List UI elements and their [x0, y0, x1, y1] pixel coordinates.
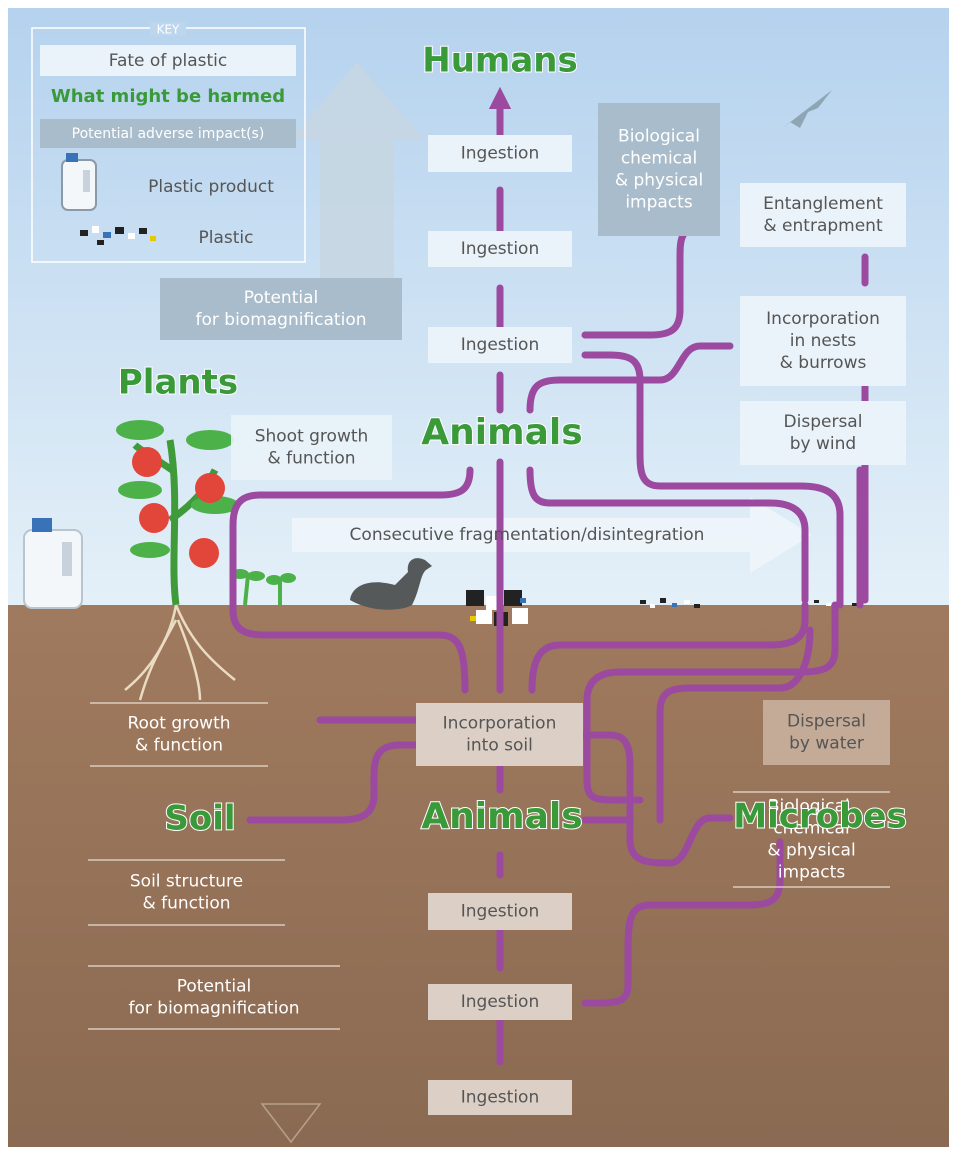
impact-label: chemical	[621, 149, 697, 169]
fragmentation-arrow	[292, 497, 812, 573]
key-product: Plastic product	[148, 177, 274, 197]
key-impact-box	[40, 119, 296, 148]
key-plastic: Plastic	[199, 228, 254, 248]
fate-box	[428, 327, 572, 363]
harmed-label: Microbes	[733, 797, 906, 837]
fate-label: Ingestion	[461, 144, 539, 164]
key-harmed: What might be harmed	[51, 86, 285, 107]
fate-label: Incorporation	[766, 309, 880, 329]
soil-ground	[8, 605, 949, 1147]
impact-label: Potential	[244, 288, 318, 308]
fate-label: by wind	[790, 434, 856, 454]
fate-label: Dispersal	[787, 712, 866, 732]
impact-label: & function	[142, 894, 230, 914]
key-impact: Potential adverse impact(s)	[72, 126, 265, 142]
fate-label: Entanglement	[763, 194, 883, 214]
impact-label: Root growth	[127, 714, 230, 734]
fate-box	[416, 703, 583, 766]
fate-box	[763, 700, 890, 765]
fate-label: & entrapment	[763, 216, 883, 236]
impact-label: Shoot growth	[255, 427, 369, 447]
fate-label: Incorporation	[443, 714, 557, 734]
fate-box	[740, 401, 906, 465]
harmed-label: Animals	[421, 412, 582, 453]
bird	[780, 90, 832, 130]
fate-label: Dispersal	[784, 412, 863, 432]
fate-box	[428, 984, 572, 1020]
fate-box	[428, 1080, 572, 1115]
impact-label: for biomagnification	[196, 310, 367, 330]
impact-label: impacts	[625, 193, 693, 213]
fate-label: Consecutive fragmentation/disintegration	[350, 525, 705, 545]
impact-label: impacts	[778, 863, 846, 883]
impact-label: Biological,	[768, 797, 855, 817]
impact-label: & function	[135, 736, 223, 756]
fate-label: Ingestion	[461, 902, 539, 922]
fate-box	[428, 893, 572, 930]
fate-box	[428, 231, 572, 267]
impact-label: Potential	[177, 977, 251, 997]
harmed-label: Soil	[164, 799, 235, 839]
impact-box	[598, 103, 720, 236]
impact-label: Biological	[618, 127, 700, 147]
fate-label: & burrows	[780, 353, 867, 373]
harmed-label: Animals	[421, 796, 582, 837]
fate-label: into soil	[466, 736, 533, 756]
impact-label: & physical	[615, 171, 703, 191]
fate-box	[740, 296, 906, 386]
arrows	[229, 86, 869, 1066]
impact-label: chemical	[773, 819, 849, 839]
key-fate-box	[40, 45, 296, 76]
fate-label: Ingestion	[461, 992, 539, 1012]
bottle-icon	[61, 153, 97, 211]
impact-label: for biomagnification	[129, 999, 300, 1019]
impact-box	[231, 415, 392, 480]
impact-label: & physical	[767, 841, 855, 861]
fate-label: Ingestion	[461, 1088, 539, 1108]
fate-label: Ingestion	[461, 335, 539, 355]
key-title-bg	[150, 22, 186, 36]
fate-label: Ingestion	[461, 239, 539, 259]
tomato-plant	[116, 420, 296, 701]
fate-label: in nests	[790, 331, 857, 351]
fate-box	[428, 135, 572, 172]
bottle	[23, 518, 83, 609]
impact-box	[160, 278, 402, 340]
key-title: KEY	[157, 23, 180, 37]
key-fate: Fate of plastic	[109, 51, 227, 71]
continue-arrow	[260, 1103, 322, 1144]
fate-box	[740, 183, 906, 247]
bird-silhouette	[350, 558, 432, 610]
harmed-label: Plants	[118, 363, 238, 403]
harmed-label: Humans	[422, 41, 577, 81]
impact-label: & function	[267, 449, 355, 469]
biomagnification-arrow	[290, 62, 424, 278]
plastic-icon	[80, 226, 156, 245]
impact-label: Soil structure	[130, 872, 243, 892]
fate-label: by water	[789, 734, 864, 754]
